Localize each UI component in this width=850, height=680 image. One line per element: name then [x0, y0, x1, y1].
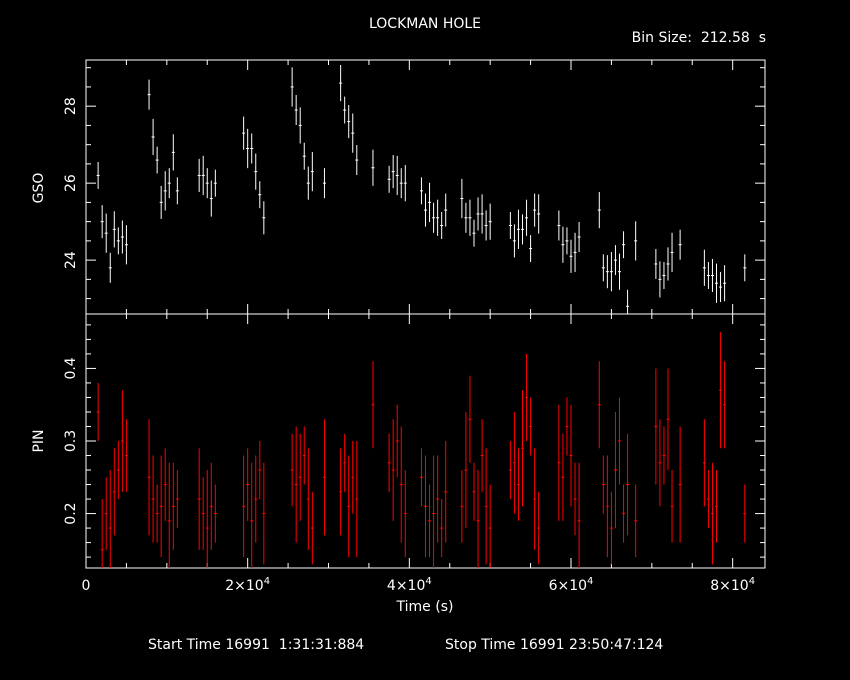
bin-size-label: Bin Size: 212.58 s: [631, 30, 766, 46]
time-x-axis: 0 2×104 4×104 6×104 8×104: [82, 60, 755, 594]
x-tick-label: 4×104: [387, 576, 432, 594]
stop-time-label: Stop Time 16991 23:50:47:124: [445, 637, 664, 653]
chart-title: LOCKMAN HOLE: [368, 16, 482, 32]
x-tick-label: 0: [82, 578, 91, 594]
axis-labels: GSO PIN Time (s): [31, 173, 453, 615]
x-tick-label: 2×104: [225, 576, 270, 594]
gso-y-tick-label: 26: [63, 174, 79, 192]
pin-y-tick-label: 0.2: [63, 502, 79, 524]
x-tick-label: 6×104: [549, 576, 594, 594]
pin-series: [96, 332, 747, 568]
gso-y-tick-label: 24: [63, 251, 79, 269]
gso-series: [96, 65, 747, 314]
x-tick-label: 8×104: [710, 576, 755, 594]
start-time-label: Start Time 16991 1:31:31:884: [148, 637, 365, 653]
pin-y-axis: 0.2 0.3 0.4: [63, 324, 765, 558]
gso-y-axis: 24 26 28: [63, 67, 765, 300]
pin-axis-label: PIN: [31, 429, 47, 452]
pin-y-tick-label: 0.3: [63, 430, 79, 452]
pin-y-tick-label: 0.4: [63, 357, 79, 379]
gso-y-tick-label: 28: [63, 97, 79, 115]
gso-axis-label: GSO: [31, 173, 47, 204]
time-axis-label: Time (s): [396, 599, 454, 615]
